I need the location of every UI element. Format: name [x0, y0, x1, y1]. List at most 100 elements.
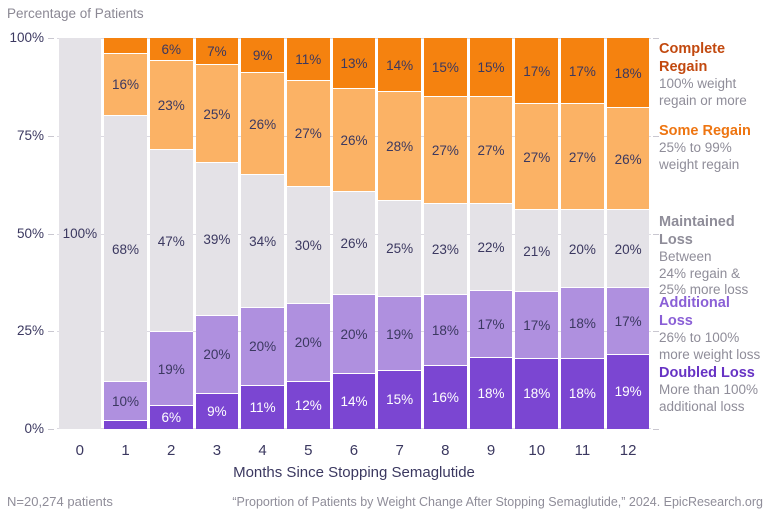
y-axis-tick-left	[48, 38, 54, 39]
bar-value-label: 17%	[523, 63, 551, 79]
bar-segment-some-regain: 27%	[561, 104, 604, 211]
bar-value-label: 25%	[203, 106, 231, 122]
x-axis-tick-label: 8	[441, 442, 450, 459]
bar-value-label: 22%	[477, 239, 505, 255]
x-axis-tick-label: 3	[212, 442, 222, 459]
legend-title: Maintained Loss	[659, 214, 735, 248]
legend-entry-doubled-loss: Doubled Loss More than 100% additional los…	[659, 364, 765, 415]
bar-value-label: 18%	[568, 315, 596, 331]
bar-value-label: 17%	[614, 313, 642, 329]
bars-layer: 100% 16% 68% 10% 6% 23% 47% 19% 6% 7% 25% 39% 20% 9% 9…	[57, 38, 651, 430]
bar-segment-maintained-loss: 20%	[606, 210, 650, 289]
bar-value-label: 12%	[294, 398, 322, 414]
bar-segment-additional-loss: 20%	[241, 307, 284, 386]
bar-segment-maintained-loss: 25%	[378, 200, 421, 298]
bar-segment-maintained-loss: 100%	[58, 38, 102, 429]
y-axis-tick-left	[48, 331, 54, 332]
bar-value-label: 14%	[340, 393, 368, 409]
x-axis: 0 1 2 3 4 5 6 7 8 9 10 11 12	[57, 442, 651, 459]
bar-column-month-5: 11% 27% 30% 20% 12%	[285, 38, 331, 429]
bar-segment-complete-regain: 18%	[606, 38, 650, 109]
bar-value-label: 28%	[386, 138, 414, 154]
x-axis-tick-label: 5	[304, 442, 313, 459]
bar-segment-doubled-loss: 11%	[241, 385, 284, 429]
bar-segment-additional-loss: 17%	[606, 288, 650, 355]
bar-segment-some-regain: 26%	[606, 108, 650, 211]
bar-segment-complete-regain: 13%	[332, 38, 376, 90]
bar-value-label: 20%	[614, 241, 642, 257]
bar-segment-doubled-loss: 18%	[515, 358, 559, 429]
bar-segment-complete-regain: 9%	[241, 38, 284, 74]
bar-value-label: 9%	[252, 48, 273, 64]
bar-value-label: 20%	[340, 326, 368, 342]
bar-value-label: 7%	[207, 44, 227, 60]
bar-segment-additional-loss: 20%	[332, 294, 376, 374]
bar-column-month-11: 17% 27% 20% 18% 18%	[560, 38, 606, 429]
bar-value-label: 18%	[568, 386, 596, 402]
bar-value-label: 20%	[203, 347, 231, 363]
bar-value-label: 11%	[295, 52, 322, 67]
y-axis-tick-right	[653, 331, 659, 332]
bar-value-label: 18%	[431, 322, 459, 338]
bar-column-month-4: 9% 26% 34% 20% 11%	[240, 38, 286, 429]
bar-segment-doubled-loss: 19%	[606, 354, 650, 429]
x-axis-tick-label: 2	[167, 442, 176, 459]
bar-value-label: 6%	[161, 409, 181, 425]
bar-segment-some-regain: 26%	[332, 89, 376, 193]
bar-value-label: 18%	[614, 65, 642, 81]
bar-value-label: 23%	[157, 98, 185, 114]
y-axis-tick-right	[653, 429, 659, 430]
legend-title: Some Regain	[659, 123, 751, 139]
bar-segment-complete-regain: 6%	[149, 38, 193, 62]
bar-value-label: 26%	[249, 116, 277, 132]
x-axis-tick-label: 7	[395, 442, 404, 459]
bar-value-label: 19%	[157, 361, 185, 377]
bar-stack: 15% 27% 23% 18% 16%	[424, 38, 467, 430]
bar-value-label: 11%	[249, 399, 276, 415]
bar-value-label: 27%	[431, 143, 459, 159]
bar-segment-some-regain: 26%	[241, 73, 284, 175]
bar-segment-doubled-loss: 18%	[561, 358, 604, 429]
bar-segment-complete-regain: 14%	[378, 38, 421, 93]
bar-segment-maintained-loss: 26%	[332, 192, 376, 295]
y-axis-tick-label: 50%	[16, 225, 44, 241]
bar-column-month-12: 18% 26% 20% 17% 19%	[605, 38, 651, 429]
bar-segment-complete-regain: 15%	[469, 38, 513, 98]
bar-segment-maintained-loss: 34%	[241, 174, 284, 308]
bar-value-label: 23%	[431, 241, 459, 257]
y-axis-tick-left	[48, 136, 54, 137]
y-axis-tick-right	[653, 136, 659, 137]
bar-segment-complete-regain: 11%	[286, 38, 330, 82]
bar-column-month-1: 16% 68% 10%	[103, 38, 149, 429]
bar-value-label: 30%	[294, 237, 322, 253]
legend-desc-line: 24% regain &	[659, 265, 741, 281]
bar-value-label: 9%	[207, 403, 227, 419]
bar-segment-maintained-loss: 68%	[104, 116, 147, 383]
sample-size-note: N=20,274 patients	[7, 494, 113, 509]
bar-stack: 15% 27% 22% 17% 18%	[469, 38, 513, 430]
legend-desc-line: 100% weight	[659, 76, 737, 91]
legend-entry-additional-loss: Additional Loss 26% to 100% more weight lo…	[659, 294, 765, 363]
bar-stack: 13% 26% 26% 20% 14%	[332, 38, 376, 429]
bar-segment-some-regain: 27%	[424, 97, 467, 204]
legend-desc-line: Between	[659, 249, 712, 264]
bar-value-label: 13%	[340, 56, 368, 72]
bar-segment-additional-loss: 20%	[286, 303, 330, 383]
y-axis-tick-label: 0%	[24, 421, 44, 436]
bar-stack: 7% 25% 39% 20% 9%	[195, 38, 239, 429]
bar-segment-maintained-loss: 30%	[286, 186, 330, 304]
bar-column-month-9: 15% 27% 22% 17% 18%	[468, 38, 514, 430]
bar-column-month-2: 6% 23% 47% 19% 6%	[148, 38, 194, 430]
bar-segment-some-regain: 27%	[469, 97, 513, 204]
bar-segment-some-regain: 28%	[378, 92, 421, 201]
x-axis-tick-label: 9	[486, 442, 496, 459]
bar-stack: 16% 68% 10%	[104, 38, 147, 429]
bar-segment-maintained-loss: 47%	[149, 150, 193, 333]
bar-segment-maintained-loss: 21%	[515, 210, 559, 293]
bar-segment-additional-loss: 10%	[104, 382, 147, 422]
bar-segment-additional-loss: 17%	[515, 292, 559, 359]
bar-value-label: 14%	[386, 57, 414, 73]
bar-segment-doubled-loss: 6%	[149, 405, 193, 430]
legend-desc-line: 26% to 100%	[659, 330, 740, 345]
